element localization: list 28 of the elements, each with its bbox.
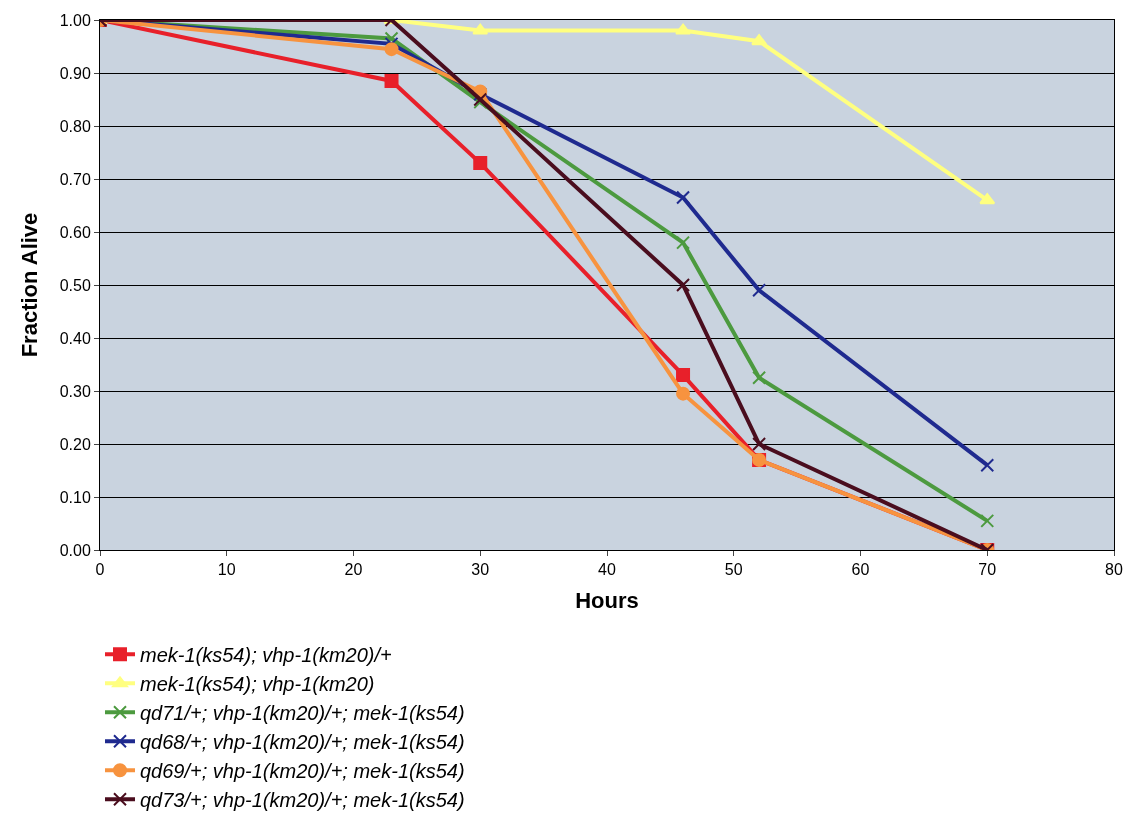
- y-tick-label: 0.20: [59, 435, 91, 453]
- y-tick-label: 0.10: [59, 488, 91, 506]
- legend-label: qd68/+; vhp-1(km20)/+; mek-1(ks54): [140, 731, 465, 754]
- x-tick-label: 40: [598, 561, 616, 579]
- y-tick-label: 0.80: [59, 117, 91, 135]
- x-tick-label: 20: [344, 561, 363, 579]
- legend-label: qd73/+; vhp-1(km20)/+; mek-1(ks54): [140, 789, 465, 812]
- legend-label: qd71/+; vhp-1(km20)/+; mek-1(ks54): [140, 702, 465, 725]
- x-tick-label: 80: [1105, 561, 1123, 579]
- x-tick-label: 60: [851, 561, 870, 579]
- y-tick-label: 0.40: [59, 329, 91, 347]
- x-tick-label: 0: [95, 561, 105, 579]
- legend-label: mek-1(ks54); vhp-1(km20): [140, 673, 375, 696]
- x-tick-label: 10: [217, 561, 236, 579]
- x-tick-label: 50: [724, 561, 743, 579]
- y-tick-label: 0.30: [59, 382, 91, 400]
- x-axis-title: Hours: [575, 588, 639, 614]
- y-tick-label: 1.00: [59, 11, 91, 29]
- y-axis-title: Fraction Alive: [17, 212, 43, 358]
- y-tick-label: 0.00: [59, 541, 91, 559]
- y-tick-label: 0.90: [59, 64, 91, 82]
- x-tick-label: 70: [978, 561, 997, 579]
- y-tick-label: 0.60: [59, 223, 91, 241]
- x-tick-label: 30: [471, 561, 490, 579]
- y-tick-label: 0.50: [59, 276, 91, 294]
- legend-label: mek-1(ks54); vhp-1(km20)/+: [140, 644, 392, 667]
- y-tick-label: 0.70: [59, 170, 91, 188]
- legend-label: qd69/+; vhp-1(km20)/+; mek-1(ks54): [140, 760, 465, 783]
